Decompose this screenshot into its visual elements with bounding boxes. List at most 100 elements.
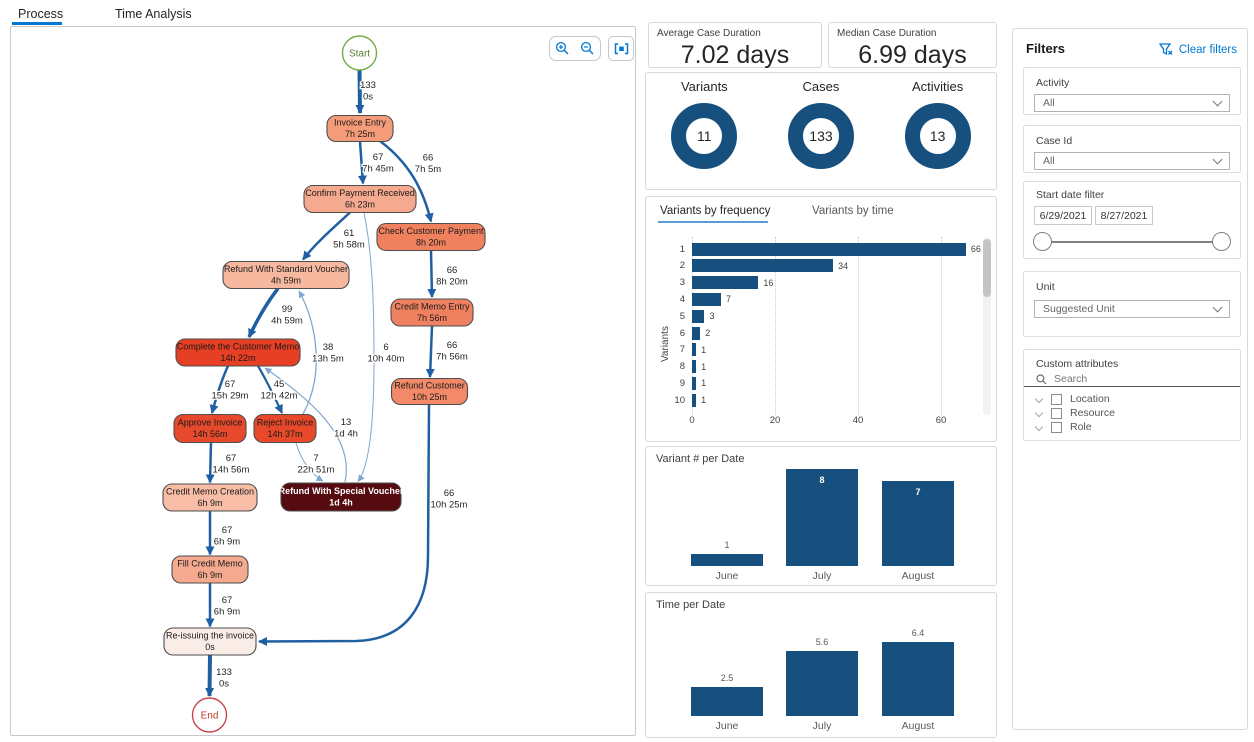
time-per-date-title: Time per Date [656,599,726,611]
variant-bar-1[interactable] [692,242,966,256]
chevron-down-icon[interactable] [1034,422,1044,432]
tab-time-analysis[interactable]: Time Analysis [115,7,192,21]
variant-bar-value-4: 7 [726,294,732,305]
donut-value-2: 13 [929,128,946,144]
variant-bar-5[interactable] [692,309,705,323]
process-node-refund-customer[interactable] [390,377,469,406]
clear-filters-label: Clear filters [1178,43,1237,56]
process-edge-refundcust-reissuing[interactable] [258,404,431,646]
zoom-in-icon[interactable] [555,41,570,56]
date-slider-handle-right[interactable] [1212,232,1231,251]
variant-bar-value-6: 2 [705,328,711,338]
tree-item-location[interactable]: Location [1034,392,1110,406]
custom-attributes-search[interactable]: Search [1024,372,1240,387]
variant-bar-3[interactable] [692,276,759,290]
variant-bar-4[interactable] [692,292,722,306]
process-node-label-check-customer-payment: Check Customer Payment [378,226,484,236]
edge-label-reject-stdvoucher-back: 38 13h 5m [312,342,344,365]
process-end-node[interactable] [191,697,228,733]
chevron-down-icon[interactable] [1034,394,1044,404]
process-edge-invoice-confirm[interactable] [357,141,367,185]
variant-bar-value-1: 66 [970,244,981,254]
bar-july[interactable] [786,651,858,716]
case-id-dropdown[interactable]: All [1034,152,1230,170]
process-edge-confirm-stdvoucher[interactable] [302,211,351,261]
process-edge-reissuing-end[interactable] [205,654,215,697]
month-label-june: June [715,570,739,582]
process-node-label-credit-memo-creation: Credit Memo Creation [166,487,254,497]
variant-bar-7[interactable] [692,343,697,357]
process-node-re-issuing-invoice[interactable] [163,627,257,656]
process-edge-stdvoucher-complete[interactable] [247,287,280,338]
bar-june[interactable] [691,553,763,566]
column-june: 1 [691,447,763,566]
process-node-credit-memo-entry[interactable] [390,298,474,327]
fit-to-screen-button[interactable] [608,36,634,61]
process-edge-invoice-check[interactable] [379,140,434,223]
checkbox-role[interactable] [1051,421,1062,433]
process-edge-start-invoice[interactable] [355,69,365,114]
activity-dropdown[interactable]: All [1034,94,1230,112]
start-date-to-input[interactable]: 8/27/2021 [1095,206,1153,225]
donut-value-0: 11 [697,128,712,144]
process-node-credit-memo-creation[interactable] [162,483,258,512]
process-node-check-customer-payment[interactable] [376,222,486,252]
unit-dropdown[interactable]: Suggested Unit [1034,300,1230,318]
clear-filters-button[interactable]: Clear filters [1158,43,1237,56]
variant-bar-6[interactable] [692,326,701,340]
process-node-label-approve-invoice: Approve Invoice [178,418,243,428]
bar-august[interactable] [882,481,954,566]
date-slider-handle-left[interactable] [1033,232,1052,251]
process-node-fill-credit-memo[interactable] [171,555,249,584]
donut-value-1: 133 [809,128,833,144]
tab-variants-by-time[interactable]: Variants by time [812,205,894,217]
tab-variants-by-frequency[interactable]: Variants by frequency [660,205,771,217]
checkbox-location[interactable] [1051,393,1062,405]
zoom-out-icon[interactable] [580,41,595,56]
process-edge-creditentry-refundcust[interactable] [425,325,435,378]
tab-process[interactable]: Process [18,7,64,21]
checkbox-resource[interactable] [1051,407,1062,419]
median-case-duration-value: 6.99 days [858,41,967,69]
process-start-node[interactable] [341,35,378,71]
process-node-label-reject-invoice: Reject Invoice [257,418,314,428]
process-edge-check-creditentry[interactable] [427,250,437,298]
bar-value-august: 6.4 [911,627,925,638]
process-node-confirm-payment-received[interactable] [303,184,417,214]
variant-bar-8[interactable] [692,360,697,374]
process-edge-reject-stdvoucher-back[interactable] [298,290,317,415]
variant-bar-10[interactable] [692,393,697,407]
process-edge-complete-reject[interactable] [257,365,283,414]
process-node-complete-customer-memo[interactable] [175,338,301,367]
variant-row-label-7: 7 [679,344,685,356]
time-per-date-card: Time per Date 2.5 June 5.6 July 6.4 August [645,592,997,738]
variants-scrollbar-thumb[interactable] [983,239,991,297]
variant-row-label-9: 9 [679,377,685,389]
chevron-down-icon[interactable] [1034,408,1044,418]
bar-august[interactable] [882,641,954,716]
variants-scrollbar[interactable] [983,237,991,415]
process-node-refund-special-voucher[interactable] [280,482,402,512]
process-edge-complete-approve[interactable] [209,365,230,414]
bar-june[interactable] [691,687,763,716]
bar-july[interactable] [786,469,858,566]
process-edge-confirm-specialvoucher[interactable] [357,212,375,482]
date-slider-track[interactable] [1042,241,1222,243]
process-edge-approve-creditcreation[interactable] [205,442,215,484]
variant-bar-2[interactable] [692,259,834,273]
variant-per-date-card: Variant # per Date 1 June 8 July 7 August [645,446,997,586]
variant-row-label-8: 8 [679,361,685,373]
variant-bar-9[interactable] [692,376,697,390]
tree-item-role[interactable]: Role [1034,420,1092,434]
process-node-approve-invoice[interactable] [173,413,247,444]
process-edge-reject-specialvoucher[interactable] [295,442,324,482]
process-node-reject-invoice[interactable] [253,413,317,444]
process-node-refund-standard-voucher[interactable] [222,260,350,290]
process-edge-specialvoucher-complete[interactable] [264,367,347,483]
start-date-from-input[interactable]: 6/29/2021 [1034,206,1092,225]
tree-item-resource[interactable]: Resource [1034,406,1115,420]
chevron-down-icon [1212,154,1223,165]
process-node-invoice-entry[interactable] [326,114,394,143]
